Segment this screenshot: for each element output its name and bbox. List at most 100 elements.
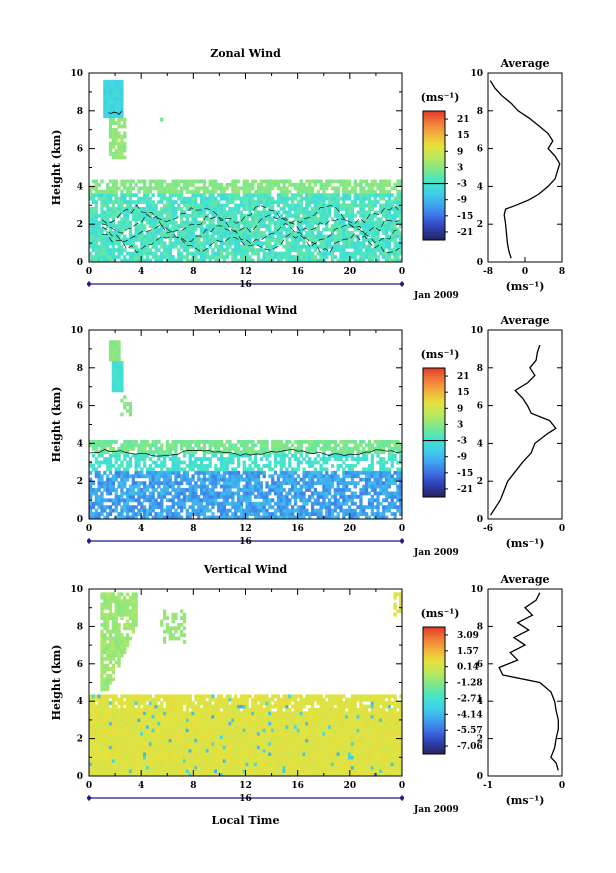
heatmap-cell — [393, 439, 397, 444]
heatmap-cell — [342, 488, 346, 492]
heatmap-cell — [134, 182, 138, 187]
heatmap-cell — [228, 515, 232, 520]
heatmap-cell — [100, 731, 104, 736]
heatmap-cell — [236, 491, 241, 496]
heatmap-cell — [222, 512, 226, 516]
heatmap-cell — [199, 244, 204, 249]
heatmap-cell — [106, 711, 110, 716]
heatmap-cell — [345, 210, 349, 215]
heatmap-cell — [114, 636, 118, 641]
heatmap-cell — [177, 467, 181, 472]
heatmap-cell — [108, 200, 113, 204]
heatmap-cell — [322, 237, 326, 242]
heatmap-cell — [254, 227, 258, 232]
heatmap-cell — [262, 258, 266, 263]
heatmap-cell — [111, 203, 116, 208]
heatmap-cell — [330, 477, 335, 482]
heatmap-cell — [131, 234, 135, 239]
heatmap-cell — [384, 200, 389, 204]
heatmap-cell — [100, 446, 104, 451]
heatmap-cell — [396, 470, 400, 475]
heatmap-cell — [202, 450, 207, 455]
heatmap-cell — [117, 748, 121, 753]
heatmap-cell — [282, 464, 286, 468]
heatmap-cell — [205, 467, 209, 472]
heatmap-cell — [382, 224, 386, 229]
heatmap-cell — [342, 220, 346, 225]
heatmap-cell — [259, 258, 263, 263]
heatmap-cell — [313, 210, 318, 215]
heatmap-cell — [236, 207, 241, 211]
heatmap-cell — [387, 474, 392, 479]
heatmap-cell — [310, 210, 315, 215]
heatmap-cell — [376, 200, 380, 204]
heatmap-cell — [336, 457, 340, 461]
heatmap-cell — [211, 494, 215, 499]
heatmap-cell — [143, 196, 147, 201]
heatmap-cell — [262, 186, 266, 191]
heatmap-cell — [114, 494, 118, 499]
heatmap-cell — [330, 196, 335, 201]
heatmap-cell — [339, 488, 343, 492]
heatmap-cell — [254, 501, 258, 506]
heatmap-cell — [228, 213, 232, 218]
heatmap-cell — [157, 470, 161, 475]
heatmap-cell — [390, 200, 394, 204]
heatmap-cell — [259, 213, 263, 218]
heatmap-cell — [225, 494, 229, 499]
heatmap-cell — [387, 494, 392, 499]
heatmap-cell — [248, 231, 252, 235]
heatmap-cell — [231, 258, 235, 263]
heatmap-cell — [336, 227, 340, 232]
heatmap-cell — [106, 599, 110, 603]
heatmap-cell — [140, 443, 144, 448]
heatmap-cell — [108, 488, 113, 492]
heatmap-cell — [390, 231, 394, 235]
heatmap-cell — [342, 474, 346, 479]
heatmap-cell — [328, 207, 332, 211]
heatmap-cell — [131, 258, 135, 263]
heatmap-cell — [365, 453, 369, 458]
heatmap-cell — [188, 231, 192, 235]
heatmap-cell — [279, 467, 283, 472]
heatmap-cell — [177, 481, 181, 486]
heatmap-cell — [236, 484, 241, 489]
heatmap-cell — [114, 381, 118, 386]
heatmap-cell — [350, 446, 355, 451]
heatmap-cell — [322, 453, 326, 458]
profile-title: Average — [499, 314, 549, 327]
heatmap-cell — [97, 694, 101, 699]
heatmap-cell — [106, 464, 110, 468]
heatmap-cell — [291, 505, 295, 510]
heatmap-cell — [316, 512, 320, 516]
heatmap-cell — [134, 484, 138, 489]
heatmap-cell — [123, 772, 127, 777]
colorbar-segment — [423, 210, 445, 214]
heatmap-cell — [117, 224, 121, 229]
heatmap-cell — [262, 189, 266, 194]
heatmap-cell — [106, 721, 110, 726]
heatmap-cell — [137, 251, 141, 256]
heatmap-cell — [319, 203, 323, 208]
heatmap-cell — [191, 203, 195, 208]
heatmap-cell — [180, 488, 184, 492]
heatmap-cell — [148, 203, 152, 208]
heatmap-cell — [162, 224, 167, 229]
heatmap-cell — [111, 134, 116, 139]
heatmap-cell — [165, 505, 170, 510]
heatmap-cell — [299, 234, 303, 239]
heatmap-cell — [151, 515, 155, 520]
heatmap-cell — [134, 453, 138, 458]
heatmap-cell — [251, 241, 255, 246]
colorbar-segment — [423, 132, 445, 136]
heatmap-cell — [347, 237, 352, 242]
profile-y-tick-label: 10 — [470, 326, 483, 336]
heatmap-cell — [214, 498, 218, 503]
heatmap-cell — [242, 498, 246, 503]
heatmap-cell — [228, 450, 232, 455]
heatmap-cell — [108, 674, 113, 678]
heatmap-cell — [120, 748, 124, 753]
heatmap-cell — [265, 224, 269, 229]
heatmap-cell — [322, 488, 326, 492]
heatmap-cell — [154, 450, 158, 455]
